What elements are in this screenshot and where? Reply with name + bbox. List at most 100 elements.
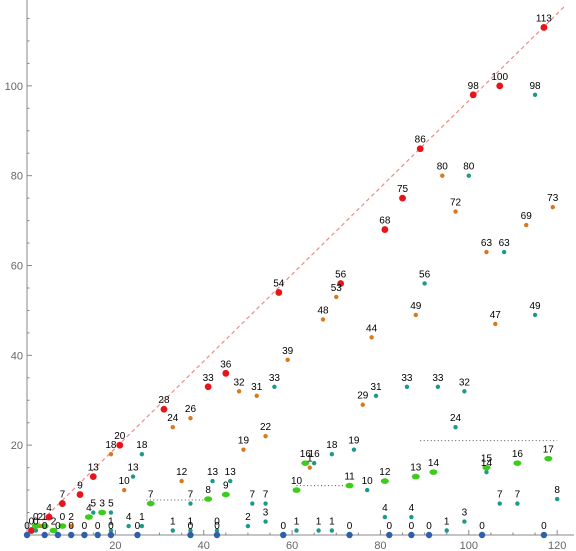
data-label: 16 (300, 449, 312, 460)
data-label: 0 (33, 512, 39, 523)
data-label: 12 (379, 467, 391, 478)
data-label: 10 (291, 476, 303, 487)
data-point-orange (524, 222, 529, 228)
data-point-orange (320, 317, 326, 322)
data-label: 1 (170, 517, 176, 528)
x-tick-label: 40 (198, 540, 210, 551)
data-point-blue (540, 531, 548, 539)
data-label: 0 (426, 521, 432, 532)
data-label: 0 (280, 521, 286, 532)
data-label: 10 (362, 476, 374, 487)
data-point-teal (484, 469, 489, 475)
data-label: 0 (55, 521, 61, 532)
data-label: 28 (158, 395, 170, 406)
data-label: 22 (260, 422, 272, 433)
data-label: 7 (60, 490, 66, 501)
data-label: 7 (250, 490, 256, 501)
data-label: 33 (203, 373, 215, 384)
data-label: 19 (348, 436, 360, 447)
data-label: 19 (238, 436, 250, 447)
data-point-teal (245, 523, 251, 529)
data-point-teal (382, 514, 388, 520)
data-label: 31 (370, 382, 382, 393)
x-tick-label: 80 (374, 540, 386, 551)
data-label: 0 (214, 521, 220, 532)
data-label: 39 (282, 346, 294, 357)
data-label: 0 (541, 521, 547, 532)
data-point-green (49, 527, 58, 534)
data-label: 0 (29, 517, 35, 528)
data-point-teal (170, 528, 175, 533)
data-point-green (544, 455, 553, 462)
data-label: 3 (263, 508, 269, 519)
data-point-teal (532, 312, 538, 318)
data-point-blue (478, 531, 486, 539)
data-point-orange (121, 487, 127, 493)
data-label: 47 (490, 310, 502, 321)
data-point-teal (139, 451, 145, 457)
data-label: 31 (251, 382, 263, 393)
data-label: 7 (497, 490, 503, 501)
data-point-teal (466, 173, 472, 178)
data-point-orange (453, 209, 458, 214)
data-point-orange (241, 447, 246, 452)
data-point-red (381, 226, 389, 233)
data-point-orange (440, 173, 445, 178)
y-tick-label: 40 (11, 350, 23, 362)
data-label: 0 (135, 521, 141, 532)
data-point-teal (316, 528, 321, 533)
data-point-orange (307, 465, 312, 470)
data-point-teal (210, 478, 215, 484)
data-point-blue (280, 531, 287, 539)
x-tick-label: 20 (109, 540, 121, 551)
data-label: 13 (88, 463, 100, 474)
data-label: 0 (386, 521, 392, 532)
data-label: 4 (126, 512, 132, 523)
data-point-teal (108, 510, 114, 515)
data-label: 4 (409, 503, 415, 514)
data-label: 2 (51, 517, 57, 528)
data-point-red (45, 513, 53, 521)
data-point-red (496, 82, 504, 90)
data-point-teal (130, 474, 136, 479)
data-label: 3 (99, 499, 105, 510)
data-point-teal (33, 528, 39, 533)
data-point-teal (364, 487, 370, 493)
data-point-blue (346, 531, 353, 539)
data-label: 32 (459, 377, 471, 388)
data-label: 56 (335, 269, 347, 280)
data-label: 1 (307, 454, 313, 465)
data-label: 7 (148, 490, 154, 501)
data-point-teal (311, 460, 317, 466)
y-tick-label: 60 (11, 261, 23, 273)
data-label: 10 (119, 476, 131, 487)
data-label: 16 (512, 449, 524, 460)
data-point-red (222, 369, 230, 377)
data-point-teal (497, 501, 502, 506)
data-point-red (76, 491, 84, 498)
data-label: 36 (220, 359, 232, 370)
data-point-blue (67, 531, 75, 539)
data-label: 32 (234, 377, 246, 388)
data-point-green (411, 473, 420, 480)
data-point-green (40, 523, 49, 529)
data-label: 5 (90, 499, 96, 510)
data-label: 29 (357, 391, 369, 402)
data-point-teal (329, 528, 335, 533)
data-label: 1 (108, 517, 114, 528)
data-point-orange (334, 294, 339, 300)
data-label: 8 (554, 485, 560, 496)
data-label: 0 (188, 521, 194, 532)
data-point-green (429, 469, 438, 475)
data-point-green (345, 482, 354, 489)
y-tick-label: 100 (5, 81, 23, 93)
data-point-orange (188, 416, 193, 421)
data-label: 24 (450, 413, 462, 424)
data-point-green (58, 523, 67, 529)
data-point-teal (126, 523, 131, 529)
data-point-orange (360, 402, 365, 407)
data-point-teal (373, 393, 379, 398)
data-point-teal (404, 384, 410, 389)
data-point-green (301, 460, 310, 466)
